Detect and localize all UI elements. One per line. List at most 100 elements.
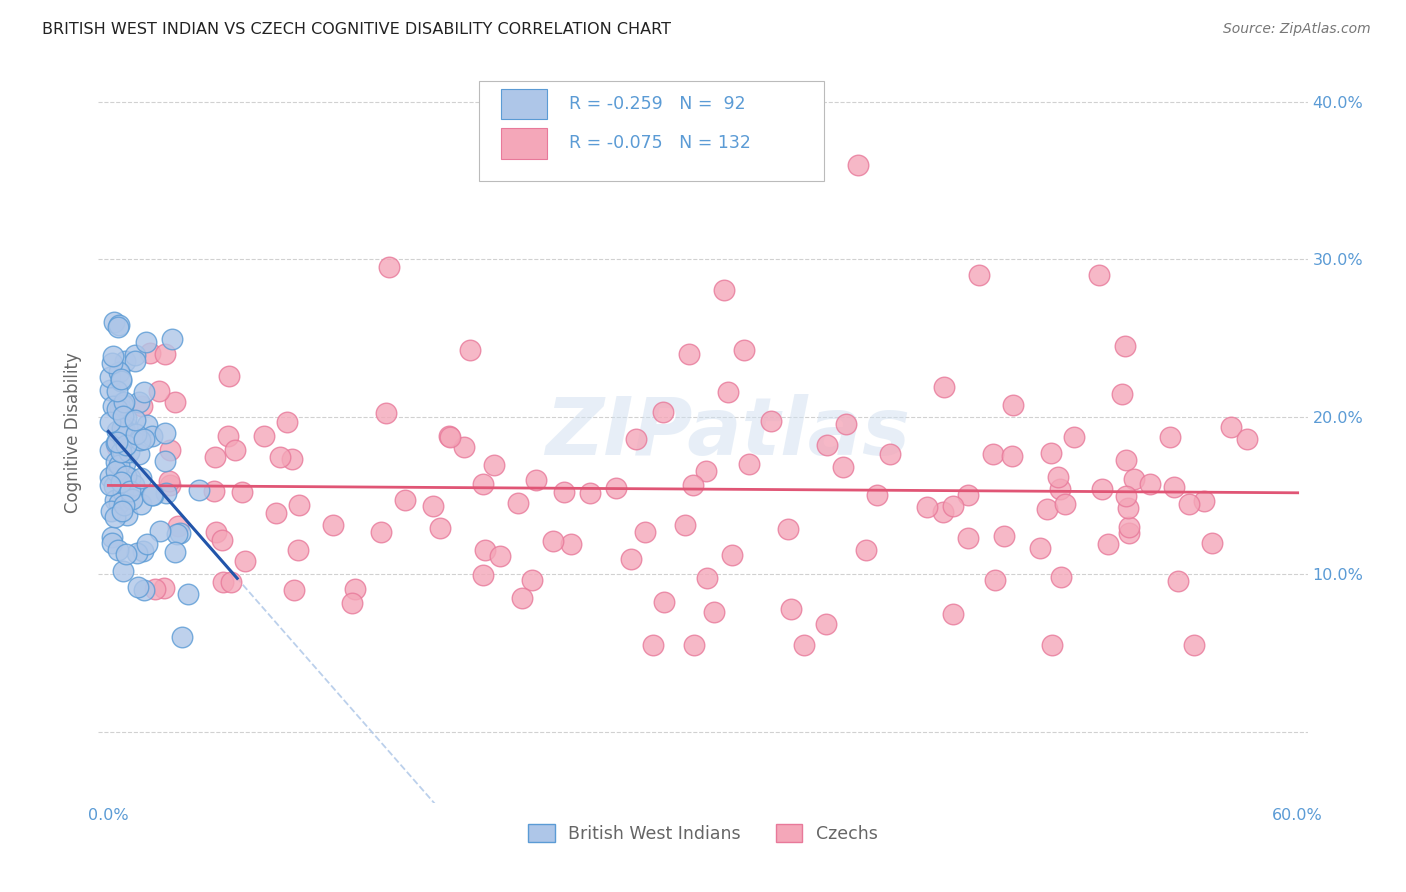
Point: [108, 401, 131, 415]
Point: [131, 399, 153, 413]
Point: [105, 401, 128, 416]
Point: [98, 383, 121, 397]
Point: [143, 582, 166, 597]
Point: [832, 460, 855, 475]
Point: [98, 478, 121, 492]
Point: [855, 543, 877, 558]
Point: [204, 450, 226, 464]
FancyBboxPatch shape: [501, 88, 547, 120]
Point: [1114, 339, 1136, 353]
Point: [129, 433, 152, 447]
Point: [167, 519, 190, 533]
Point: [105, 384, 128, 398]
Point: [253, 429, 276, 443]
Point: [620, 551, 643, 566]
Point: [506, 496, 529, 510]
Point: [1116, 501, 1139, 516]
Point: [967, 268, 990, 282]
Point: [695, 464, 717, 478]
Point: [177, 587, 200, 601]
Point: [115, 438, 138, 452]
Point: [111, 504, 134, 518]
Point: [132, 433, 155, 447]
Point: [915, 500, 938, 514]
Point: [142, 488, 165, 502]
Text: Source: ZipAtlas.com: Source: ZipAtlas.com: [1223, 22, 1371, 37]
Point: [283, 583, 305, 598]
Point: [780, 602, 803, 616]
Point: [118, 483, 141, 498]
Text: ZIPatlas: ZIPatlas: [544, 393, 910, 472]
Point: [110, 401, 132, 416]
Point: [100, 530, 122, 544]
Point: [105, 424, 128, 438]
Point: [110, 475, 132, 490]
Point: [112, 431, 135, 445]
Point: [218, 368, 240, 383]
Point: [696, 571, 718, 585]
Point: [1236, 432, 1258, 446]
Point: [1046, 470, 1069, 484]
Point: [111, 395, 134, 409]
Point: [932, 380, 955, 394]
Point: [560, 536, 582, 550]
Point: [163, 545, 186, 559]
Point: [105, 434, 128, 449]
Point: [98, 370, 121, 384]
Point: [1040, 446, 1063, 460]
Point: [103, 315, 125, 329]
Point: [115, 508, 138, 522]
Point: [134, 582, 156, 597]
Point: [110, 444, 132, 458]
Point: [683, 638, 706, 652]
Point: [159, 474, 181, 488]
Point: [139, 345, 162, 359]
Point: [124, 348, 146, 362]
Point: [1111, 386, 1133, 401]
Point: [125, 545, 148, 559]
Point: [1122, 472, 1144, 486]
Point: [112, 421, 135, 435]
Point: [122, 478, 145, 492]
Point: [1178, 497, 1201, 511]
Point: [1139, 476, 1161, 491]
FancyBboxPatch shape: [501, 128, 547, 159]
Point: [1001, 398, 1024, 412]
Point: [217, 429, 239, 443]
Point: [678, 346, 700, 360]
Point: [233, 554, 256, 568]
Point: [160, 332, 183, 346]
Point: [1167, 574, 1189, 588]
Point: [124, 412, 146, 426]
Point: [281, 451, 304, 466]
Point: [120, 471, 142, 485]
Point: [717, 384, 740, 399]
Point: [115, 468, 138, 483]
Point: [458, 343, 481, 358]
Point: [1088, 268, 1111, 282]
Point: [159, 478, 181, 492]
Point: [343, 582, 366, 597]
Point: [172, 630, 194, 644]
Point: [103, 479, 125, 493]
Point: [104, 510, 127, 524]
Point: [135, 335, 157, 350]
Point: [738, 457, 761, 471]
Point: [793, 638, 815, 652]
Point: [112, 474, 135, 488]
Point: [108, 366, 131, 380]
Point: [673, 517, 696, 532]
Point: [114, 457, 136, 471]
Point: [956, 531, 979, 545]
Point: [98, 470, 121, 484]
Point: [1163, 480, 1185, 494]
Point: [148, 384, 170, 398]
Point: [374, 405, 396, 419]
Point: [111, 445, 134, 459]
Point: [134, 384, 156, 399]
Point: [104, 455, 127, 469]
Point: [1220, 419, 1243, 434]
Point: [110, 374, 132, 388]
Point: [370, 525, 392, 540]
Point: [112, 394, 135, 409]
